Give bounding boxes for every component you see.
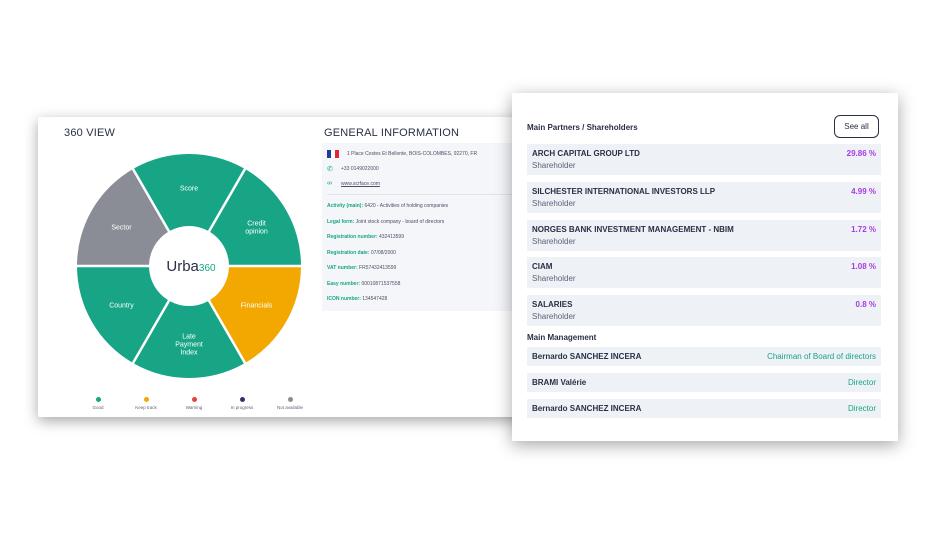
address-row: 1 Place Costes Et Bellonte, BOIS-COLOMBE… bbox=[322, 146, 552, 161]
general-info-field: Legal form: Joint stock company - board … bbox=[322, 215, 552, 231]
partner-name: SILCHESTER INTERNATIONAL INVESTORS LLP bbox=[532, 187, 716, 196]
legend-label: Keep track bbox=[135, 405, 157, 410]
general-info-field: Activity (main): 6420 - Activities of ho… bbox=[322, 199, 552, 215]
company-overview-card: 360 VIEW Score Credit opinion Financials Lat… bbox=[38, 117, 558, 417]
phone-icon: ✆ bbox=[327, 165, 333, 173]
general-info-fields: Activity (main): 6420 - Activities of ho… bbox=[322, 199, 552, 308]
segment-label-country: Country bbox=[109, 303, 134, 310]
field-label: Easy number: bbox=[327, 280, 361, 287]
field-value: 432413599 bbox=[377, 234, 404, 240]
legend-label: Not available bbox=[276, 405, 303, 410]
partners-title: Main Partners / Shareholders bbox=[527, 123, 638, 132]
partner-name: SALARIES bbox=[532, 300, 573, 309]
partner-name: NORGES BANK INVESTMENT MANAGEMENT - NBIM bbox=[532, 225, 734, 234]
legend-dot bbox=[287, 397, 293, 402]
legend-item: Good bbox=[74, 397, 122, 410]
legend-dot bbox=[95, 397, 101, 402]
divider bbox=[327, 194, 547, 195]
partner-row[interactable]: NORGES BANK INVESTMENT MANAGEMENT - NBIM… bbox=[527, 220, 881, 251]
legend-dot bbox=[143, 397, 149, 402]
partner-percentage: 29.86 % bbox=[846, 149, 876, 158]
partner-row[interactable]: ARCH CAPITAL GROUP LTD Shareholder 29.86 % bbox=[527, 144, 881, 175]
management-row[interactable]: Bernardo SANCHEZ INCERA Director bbox=[527, 399, 881, 418]
legend-label: Warning bbox=[185, 405, 203, 410]
phone-text: +33 0149022000 bbox=[341, 165, 379, 172]
partner-percentage: 0.8 % bbox=[855, 300, 876, 309]
view360-wheel: Score Credit opinion Financials Late Payment I… bbox=[77, 154, 301, 378]
partner-percentage: 4.99 % bbox=[851, 187, 876, 196]
field-label: Registration number: bbox=[327, 234, 378, 240]
partner-role: Shareholder bbox=[532, 274, 576, 283]
partner-row[interactable]: SILCHESTER INTERNATIONAL INVESTORS LLP Sh… bbox=[527, 182, 881, 213]
segment-country[interactable] bbox=[77, 267, 168, 363]
field-value: 07/08/2000 bbox=[369, 249, 396, 256]
legend-dot bbox=[191, 397, 197, 402]
partner-percentage: 1.08 % bbox=[851, 262, 876, 271]
legend-dot bbox=[239, 397, 245, 402]
segment-financials[interactable] bbox=[210, 267, 301, 363]
manager-name: BRAMI Valérie bbox=[532, 378, 587, 387]
manager-name: Bernardo SANCHEZ INCERA bbox=[532, 404, 642, 413]
field-value: FR57432413599 bbox=[357, 265, 397, 271]
partner-row[interactable]: CIAM Shareholder 1.08 % bbox=[527, 257, 881, 288]
partner-role: Shareholder bbox=[532, 312, 576, 321]
segment-late-payment-index[interactable] bbox=[134, 301, 244, 378]
segment-label-late-payment-index: Late Payment Index bbox=[175, 334, 203, 357]
legend-label: In progress bbox=[230, 405, 254, 410]
segment-label-credit-opinion: Credit opinion bbox=[245, 221, 268, 236]
see-all-button[interactable]: See all bbox=[834, 115, 879, 138]
field-label: Activity (main): bbox=[327, 203, 364, 209]
link-icon: ∞ bbox=[327, 180, 332, 187]
manager-role: Director bbox=[847, 378, 876, 387]
manager-role: Chairman of Board of directors bbox=[767, 352, 876, 361]
phone-row: ✆ +33 0149022000 bbox=[322, 161, 552, 176]
segment-label-score: Score bbox=[180, 186, 198, 193]
management-row[interactable]: Bernardo SANCHEZ INCERA Chairman of Board… bbox=[527, 347, 881, 366]
field-label: ICON number: bbox=[327, 296, 361, 302]
address-text: 1 Place Costes Et Bellonte, BOIS-COLOMBE… bbox=[347, 150, 478, 157]
segment-sector[interactable] bbox=[77, 169, 168, 265]
view360-title: 360 VIEW bbox=[64, 127, 116, 139]
partner-role: Shareholder bbox=[532, 161, 576, 170]
partner-percentage: 1.72 % bbox=[851, 225, 876, 234]
partner-role: Shareholder bbox=[532, 237, 576, 246]
partner-name: ARCH CAPITAL GROUP LTD bbox=[532, 149, 640, 158]
manager-name: Bernardo SANCHEZ INCERA bbox=[532, 352, 642, 361]
field-value: 6420 - Activities of holding companies bbox=[363, 203, 449, 209]
field-label: VAT number: bbox=[327, 265, 358, 271]
legend-item: Keep track bbox=[122, 397, 170, 410]
field-label: Registration date: bbox=[327, 249, 370, 256]
segment-label-financials: Financials bbox=[241, 303, 273, 310]
general-info-title: GENERAL INFORMATION bbox=[324, 127, 460, 139]
manager-role: Director bbox=[847, 404, 876, 413]
field-label: Legal form: bbox=[327, 218, 355, 225]
status-legend: Good Keep track Warning In progress Not avai… bbox=[74, 397, 314, 410]
partners-management-card: Main Partners / Shareholders See all ARC… bbox=[512, 93, 898, 441]
legend-label: Good bbox=[92, 405, 104, 410]
partner-row[interactable]: SALARIES Shareholder 0.8 % bbox=[527, 295, 881, 326]
management-title: Main Management bbox=[527, 333, 597, 342]
management-row[interactable]: BRAMI Valérie Director bbox=[527, 373, 881, 392]
field-value: Joint stock company - board of directors bbox=[354, 218, 445, 225]
segment-credit-opinion[interactable] bbox=[210, 169, 301, 265]
field-value: 00010871537558 bbox=[360, 280, 401, 287]
urba360-logo: Urba360 bbox=[166, 258, 216, 275]
general-info-field: Easy number: 00010871537558 bbox=[322, 277, 552, 293]
france-flag-icon bbox=[327, 149, 339, 158]
segment-score[interactable] bbox=[134, 154, 244, 231]
legend-item: In progress bbox=[218, 397, 266, 410]
legend-item: Not available bbox=[266, 397, 314, 410]
general-info-field: VAT number: FR57432413599 bbox=[322, 261, 552, 277]
field-value: 134547428 bbox=[360, 296, 388, 302]
partner-role: Shareholder bbox=[532, 199, 576, 208]
general-info-field: Registration date: 07/08/2000 bbox=[322, 246, 552, 262]
partner-name: CIAM bbox=[532, 262, 553, 271]
general-info-field: Registration number: 432413599 bbox=[322, 230, 552, 246]
segment-label-sector: Sector bbox=[111, 225, 132, 232]
legend-item: Warning bbox=[170, 397, 218, 410]
general-info-field: ICON number: 134547428 bbox=[322, 292, 552, 308]
website-row: ∞ www.scrface.com bbox=[322, 176, 552, 191]
website-link[interactable]: www.scrface.com bbox=[341, 180, 380, 187]
